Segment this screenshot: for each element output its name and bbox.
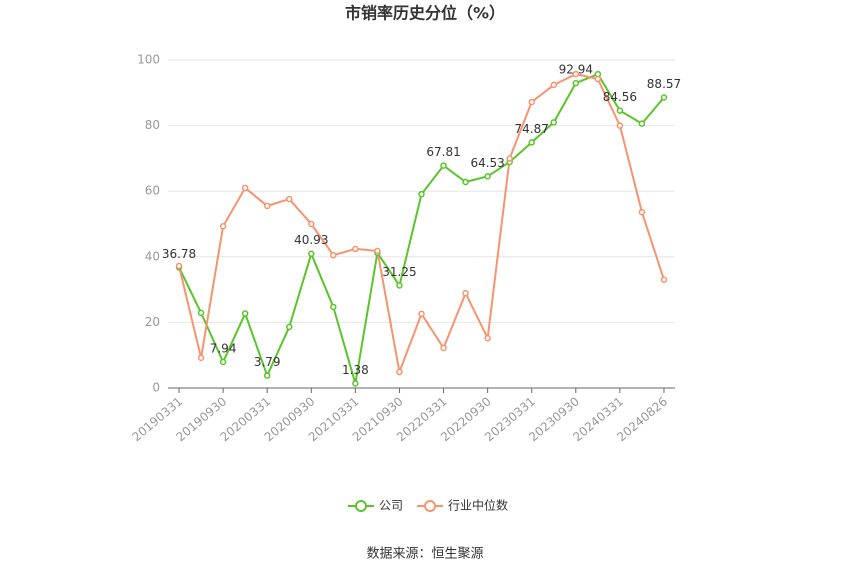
data-label: 36.78 (162, 247, 196, 261)
y-tick-label: 0 (152, 381, 160, 395)
legend-label: 公司 (379, 499, 403, 513)
data-point (241, 310, 249, 317)
data-point (352, 380, 359, 387)
legend-marker (355, 500, 367, 512)
data-point (418, 190, 425, 198)
data-point (396, 282, 403, 289)
data-point (462, 289, 469, 297)
data-label: 92.94 (559, 63, 593, 77)
y-tick-label: 20 (145, 315, 160, 329)
data-point (550, 119, 558, 126)
data-point (330, 251, 337, 259)
data-point (572, 79, 580, 87)
data-point (660, 276, 668, 284)
data-point (506, 155, 513, 162)
data-point (440, 344, 447, 352)
data-label: 31.25 (382, 265, 416, 279)
data-point (175, 262, 183, 270)
data-point (528, 139, 535, 146)
data-point (263, 372, 271, 379)
y-tick-label: 80 (145, 118, 160, 132)
data-point (528, 98, 535, 106)
data-label: 1.38 (342, 363, 369, 377)
data-point (352, 245, 359, 253)
y-tick-label: 60 (145, 184, 160, 198)
data-point (263, 202, 271, 210)
data-point (572, 70, 580, 78)
legend-marker (424, 500, 437, 512)
legend-label: 行业中位数 (448, 498, 508, 513)
data-point (374, 247, 381, 255)
data-point (330, 303, 337, 311)
data-point (219, 223, 227, 230)
y-tick-label: 100 (137, 53, 160, 67)
data-label: 64.53 (470, 156, 504, 170)
data-label: 67.81 (426, 145, 460, 159)
data-point (241, 184, 249, 192)
data-point (285, 195, 293, 203)
data-point (594, 75, 602, 83)
data-point (197, 354, 205, 362)
data-point (197, 309, 205, 317)
series-line (178, 73, 665, 376)
data-point (660, 94, 668, 101)
data-label: 84.56 (603, 90, 637, 104)
legend-item[interactable]: 行业中位数 (417, 498, 508, 513)
data-label: 74.87 (515, 122, 549, 136)
data-point (616, 107, 624, 114)
data-point (285, 323, 293, 331)
data-point (440, 162, 447, 169)
source-note: 数据来源：恒生聚源 (366, 547, 483, 562)
legend-item[interactable]: 公司 (348, 499, 403, 513)
data-point (484, 173, 491, 180)
data-point (484, 334, 491, 342)
data-point (219, 358, 227, 366)
data-point (308, 250, 315, 257)
data-point (396, 368, 403, 376)
chart-title: 市销率历史分位（%） (345, 4, 505, 23)
data-point (616, 122, 624, 129)
data-label: 3.79 (254, 355, 281, 369)
data-label: 7.94 (210, 341, 237, 355)
data-label: 40.93 (294, 233, 328, 247)
y-tick-label: 40 (145, 249, 160, 263)
data-label: 88.57 (647, 77, 681, 91)
data-point (638, 120, 646, 127)
data-point (418, 310, 425, 318)
series-line (178, 72, 665, 384)
data-point (462, 178, 469, 186)
data-point (550, 81, 558, 89)
data-point (308, 220, 315, 228)
data-point (638, 208, 646, 216)
